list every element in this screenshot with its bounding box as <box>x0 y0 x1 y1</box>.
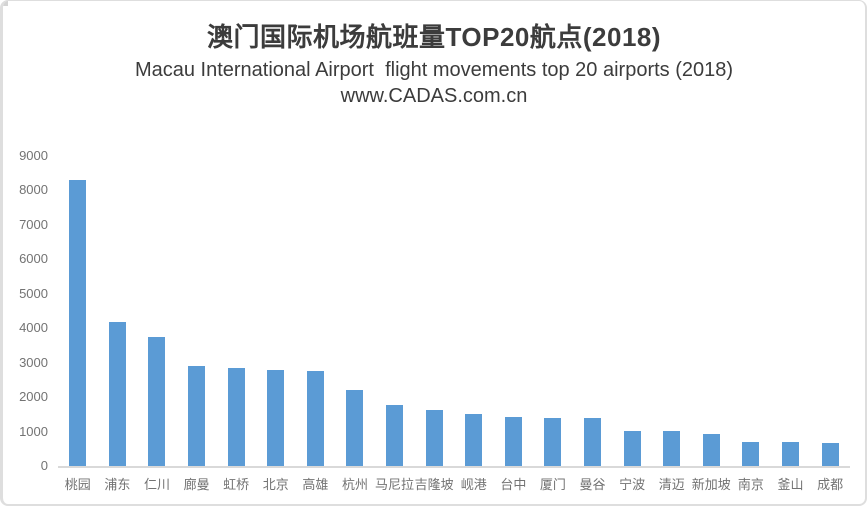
bar-column <box>256 156 296 466</box>
bar-column <box>98 156 138 466</box>
x-tick-label: 马尼拉 <box>375 477 415 492</box>
bar-column <box>533 156 573 466</box>
bar-column <box>137 156 177 466</box>
bar-column <box>216 156 256 466</box>
x-tick-label: 成都 <box>817 477 844 492</box>
corner-artifact <box>3 1 8 6</box>
x-tick-label: 岘港 <box>460 477 487 492</box>
y-tick-label: 2000 <box>19 389 48 405</box>
x-tick-label: 釜山 <box>777 477 804 492</box>
x-tick-label: 清迈 <box>658 477 685 492</box>
y-tick-label: 5000 <box>19 285 48 301</box>
bar-釜山 <box>781 442 799 466</box>
y-tick-label: 4000 <box>19 320 48 336</box>
bar-杭州 <box>346 389 364 466</box>
x-tick-label: 仁川 <box>143 477 170 492</box>
bar-马尼拉 <box>386 405 404 466</box>
x-tick-label: 虹桥 <box>223 477 250 492</box>
x-tick-label: 高雄 <box>302 477 329 492</box>
bar-浦东 <box>108 322 126 466</box>
x-tick-label: 廊曼 <box>183 477 210 492</box>
y-tick-label: 0 <box>40 458 48 473</box>
bar-虹桥 <box>227 367 245 466</box>
bar-column <box>612 156 652 466</box>
bar-column <box>810 156 850 466</box>
bar-column <box>335 156 375 466</box>
x-tick-label: 宁波 <box>619 477 646 492</box>
bar-曼谷 <box>584 418 602 466</box>
bar-column <box>454 156 494 466</box>
bar-吉隆坡 <box>425 410 443 466</box>
x-tick-label: 吉隆坡 <box>414 477 454 492</box>
bar-北京 <box>267 369 285 466</box>
bar-岘港 <box>465 413 483 466</box>
x-tick-label: 浦东 <box>104 477 131 492</box>
bar-column <box>731 156 771 466</box>
bar-column <box>177 156 217 466</box>
bar-column <box>771 156 811 466</box>
bar-column <box>652 156 692 466</box>
bar-column <box>375 156 415 466</box>
bar-桃园 <box>69 180 87 466</box>
bar-column <box>414 156 454 466</box>
x-tick-label: 南京 <box>737 477 764 492</box>
bar-台中 <box>504 417 522 466</box>
plot-area <box>58 156 850 468</box>
y-axis: 9000 8000 7000 6000 5000 4000 3000 2000 1000 0 <box>3 1 48 504</box>
y-tick-label: 9000 <box>19 148 48 163</box>
bar-南京 <box>742 441 760 466</box>
bar-column <box>296 156 336 466</box>
chart-title: 澳门国际机场航班量TOP20航点(2018) <box>206 22 662 52</box>
y-tick-label: 1000 <box>19 423 48 439</box>
bar-成都 <box>821 442 839 466</box>
x-tick-label: 杭州 <box>341 477 368 492</box>
x-axis: 桃园 浦东 仁川 廊曼 虹桥 北京 高雄 杭州 马尼拉 吉隆坡 岘港 台中 厦门 曼谷 宁波 清迈 新加坡 南京釜… <box>58 474 850 493</box>
bar-column <box>692 156 732 466</box>
x-tick-label: 北京 <box>262 477 289 492</box>
chart-subtitle: Macau International Airport flight movem… <box>134 59 734 81</box>
chart-source-url: www.CADAS.com.cn <box>340 85 528 107</box>
y-tick-label: 7000 <box>19 216 48 232</box>
y-tick-label: 3000 <box>19 354 48 370</box>
bar-厦门 <box>544 418 562 466</box>
bar-column <box>494 156 534 466</box>
bar-高雄 <box>306 371 324 466</box>
y-tick-label: 6000 <box>19 251 48 267</box>
bar-宁波 <box>623 430 641 466</box>
bar-column <box>58 156 98 466</box>
x-tick-label: 曼谷 <box>579 477 606 492</box>
bar-column <box>573 156 613 466</box>
bar-清迈 <box>663 431 681 466</box>
x-tick-label: 厦门 <box>539 477 566 492</box>
x-tick-label: 台中 <box>500 477 527 492</box>
bar-廊曼 <box>188 366 206 466</box>
bar-仁川 <box>148 336 166 466</box>
bar-新加坡 <box>702 433 720 466</box>
x-tick-label: 桃园 <box>64 477 91 492</box>
y-tick-label: 8000 <box>19 182 48 198</box>
x-tick-label: 新加坡 <box>691 477 731 492</box>
